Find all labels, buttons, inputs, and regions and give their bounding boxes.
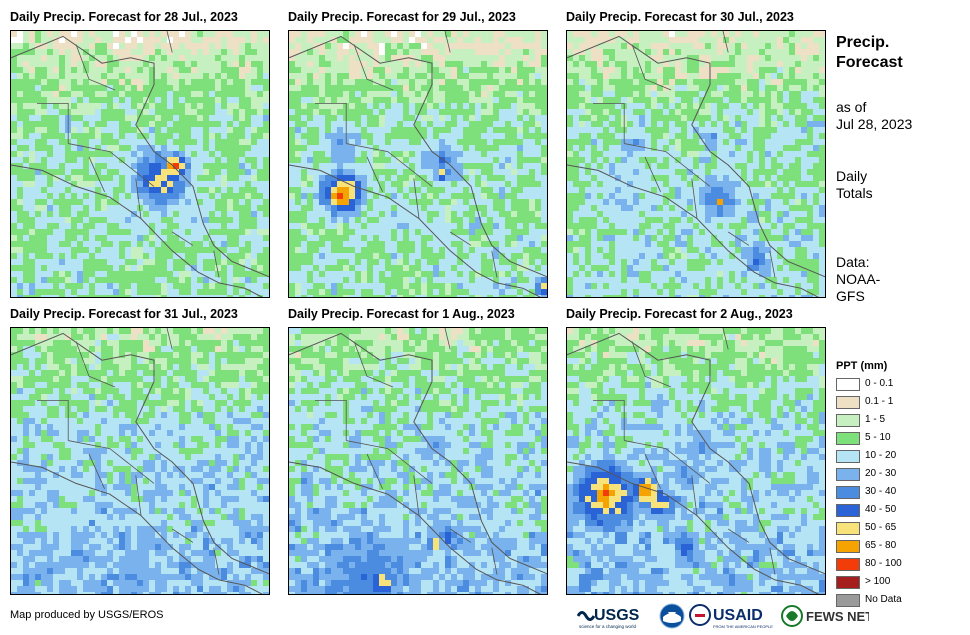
coastline [567,332,825,594]
fewsnet-logo: FEWS NET [781,605,869,627]
forecast-panel-5: Daily Precip. Forecast for 1 Aug., 2023 [288,307,550,595]
legend-swatch [836,468,860,481]
precip-map [566,30,826,298]
legend-swatch [836,522,860,535]
legend-item: 20 - 30 [836,466,896,484]
legend-item: 1 - 5 [836,412,887,430]
precip-grid [289,328,547,594]
as-of-date: Jul 28, 2023 [836,116,913,132]
forecast-panel-1: Daily Precip. Forecast for 28 Jul., 2023 [10,10,272,298]
precip-grid [11,328,269,594]
legend-label: 30 - 40 [865,486,897,497]
usgs-logo: USGS science for a changing world [577,607,640,629]
legend-swatch [836,486,860,499]
legend-item: 0.1 - 1 [836,394,893,412]
daily-label: Daily [836,168,868,184]
legend-item: 40 - 50 [836,502,896,520]
legend-item: 10 - 20 [836,448,896,466]
country-borders [37,328,220,575]
panel-title: Daily Precip. Forecast for 29 Jul., 2023 [288,10,516,24]
legend-swatch [836,504,860,517]
legend-label: 0 - 0.1 [865,378,894,389]
legend-item: No Data [836,592,902,610]
precip-grid [11,31,269,297]
legend-label: 80 - 100 [865,558,902,569]
country-borders [315,31,498,278]
precip-map [10,30,270,298]
legend-swatch [836,432,860,445]
legend-item: > 100 [836,574,891,592]
precip-map [288,30,548,298]
map-credit: Map produced by USGS/EROS [10,609,164,621]
forecast-panel-6: Daily Precip. Forecast for 2 Aug., 2023 [566,307,828,595]
side-title: Precip. Forecast [836,33,903,73]
country-borders [593,328,776,575]
usaid-logo: USAID FROM THE AMERICAN PEOPLE [689,604,773,629]
legend-item: 30 - 40 [836,484,896,502]
data-source-block: Data: NOAA- GFS [836,254,880,305]
panel-title: Daily Precip. Forecast for 28 Jul., 2023 [10,10,238,24]
legend-swatch [836,576,860,589]
daily-totals-block: Daily Totals [836,168,873,202]
coastline [11,332,269,594]
country-borders [593,31,776,278]
legend-swatch [836,450,860,463]
legend-label: 5 - 10 [865,432,891,443]
legend-label: 65 - 80 [865,540,897,551]
precip-grid [567,31,825,297]
totals-label: Totals [836,185,873,201]
panel-title: Daily Precip. Forecast for 1 Aug., 2023 [288,307,515,321]
panel-title: Daily Precip. Forecast for 2 Aug., 2023 [566,307,793,321]
as-of-block: as of Jul 28, 2023 [836,99,912,133]
precip-grid [567,328,825,594]
legend-label: > 100 [865,576,891,587]
coastline [289,35,547,297]
legend-label: 40 - 50 [865,504,897,515]
legend-items: 0 - 0.1 0.1 - 1 1 - 5 5 - 10 10 - 20 20 - 30 3… [836,376,902,610]
legend-swatch [836,540,860,553]
side-title-line1: Precip. [836,34,890,51]
panel-title: Daily Precip. Forecast for 30 Jul., 2023 [566,10,794,24]
legend-swatch [836,414,860,427]
legend-label: 20 - 30 [865,468,897,479]
legend-label: 0.1 - 1 [865,396,894,407]
noaa-logo [659,603,685,629]
country-borders [315,328,498,575]
legend-item: 5 - 10 [836,430,891,448]
legend-label: No Data [865,594,902,605]
legend-label: 50 - 65 [865,522,897,533]
legend-label: 1 - 5 [865,414,886,425]
legend-title: PPT (mm) [836,360,888,372]
legend-item: 0 - 0.1 [836,376,893,394]
panel-title: Daily Precip. Forecast for 31 Jul., 2023 [10,307,238,321]
precip-map [566,327,826,595]
legend-swatch [836,396,860,409]
country-borders [37,31,220,278]
coastline [11,35,269,297]
data-source-line2: GFS [836,288,865,304]
as-of-label: as of [836,99,867,115]
forecast-panel-3: Daily Precip. Forecast for 30 Jul., 2023 [566,10,828,298]
forecast-panel-4: Daily Precip. Forecast for 31 Jul., 2023 [10,307,272,595]
side-title-line2: Forecast [836,54,903,71]
coastline [289,332,547,594]
legend-swatch [836,594,860,607]
data-label: Data: [836,254,870,270]
legend-swatch [836,378,860,391]
precip-map [10,327,270,595]
legend-item: 65 - 80 [836,538,896,556]
legend-item: 50 - 65 [836,520,896,538]
precip-grid [289,31,547,297]
ppt-legend: PPT (mm) 0 - 0.1 0.1 - 1 1 - 5 5 - 10 10 - 2… [836,360,902,610]
precip-map [288,327,548,595]
coastline [567,35,825,297]
data-source-line1: NOAA- [836,271,881,287]
legend-swatch [836,558,860,571]
legend-label: 10 - 20 [865,450,897,461]
forecast-panel-2: Daily Precip. Forecast for 29 Jul., 2023 [288,10,550,298]
legend-item: 80 - 100 [836,556,902,574]
